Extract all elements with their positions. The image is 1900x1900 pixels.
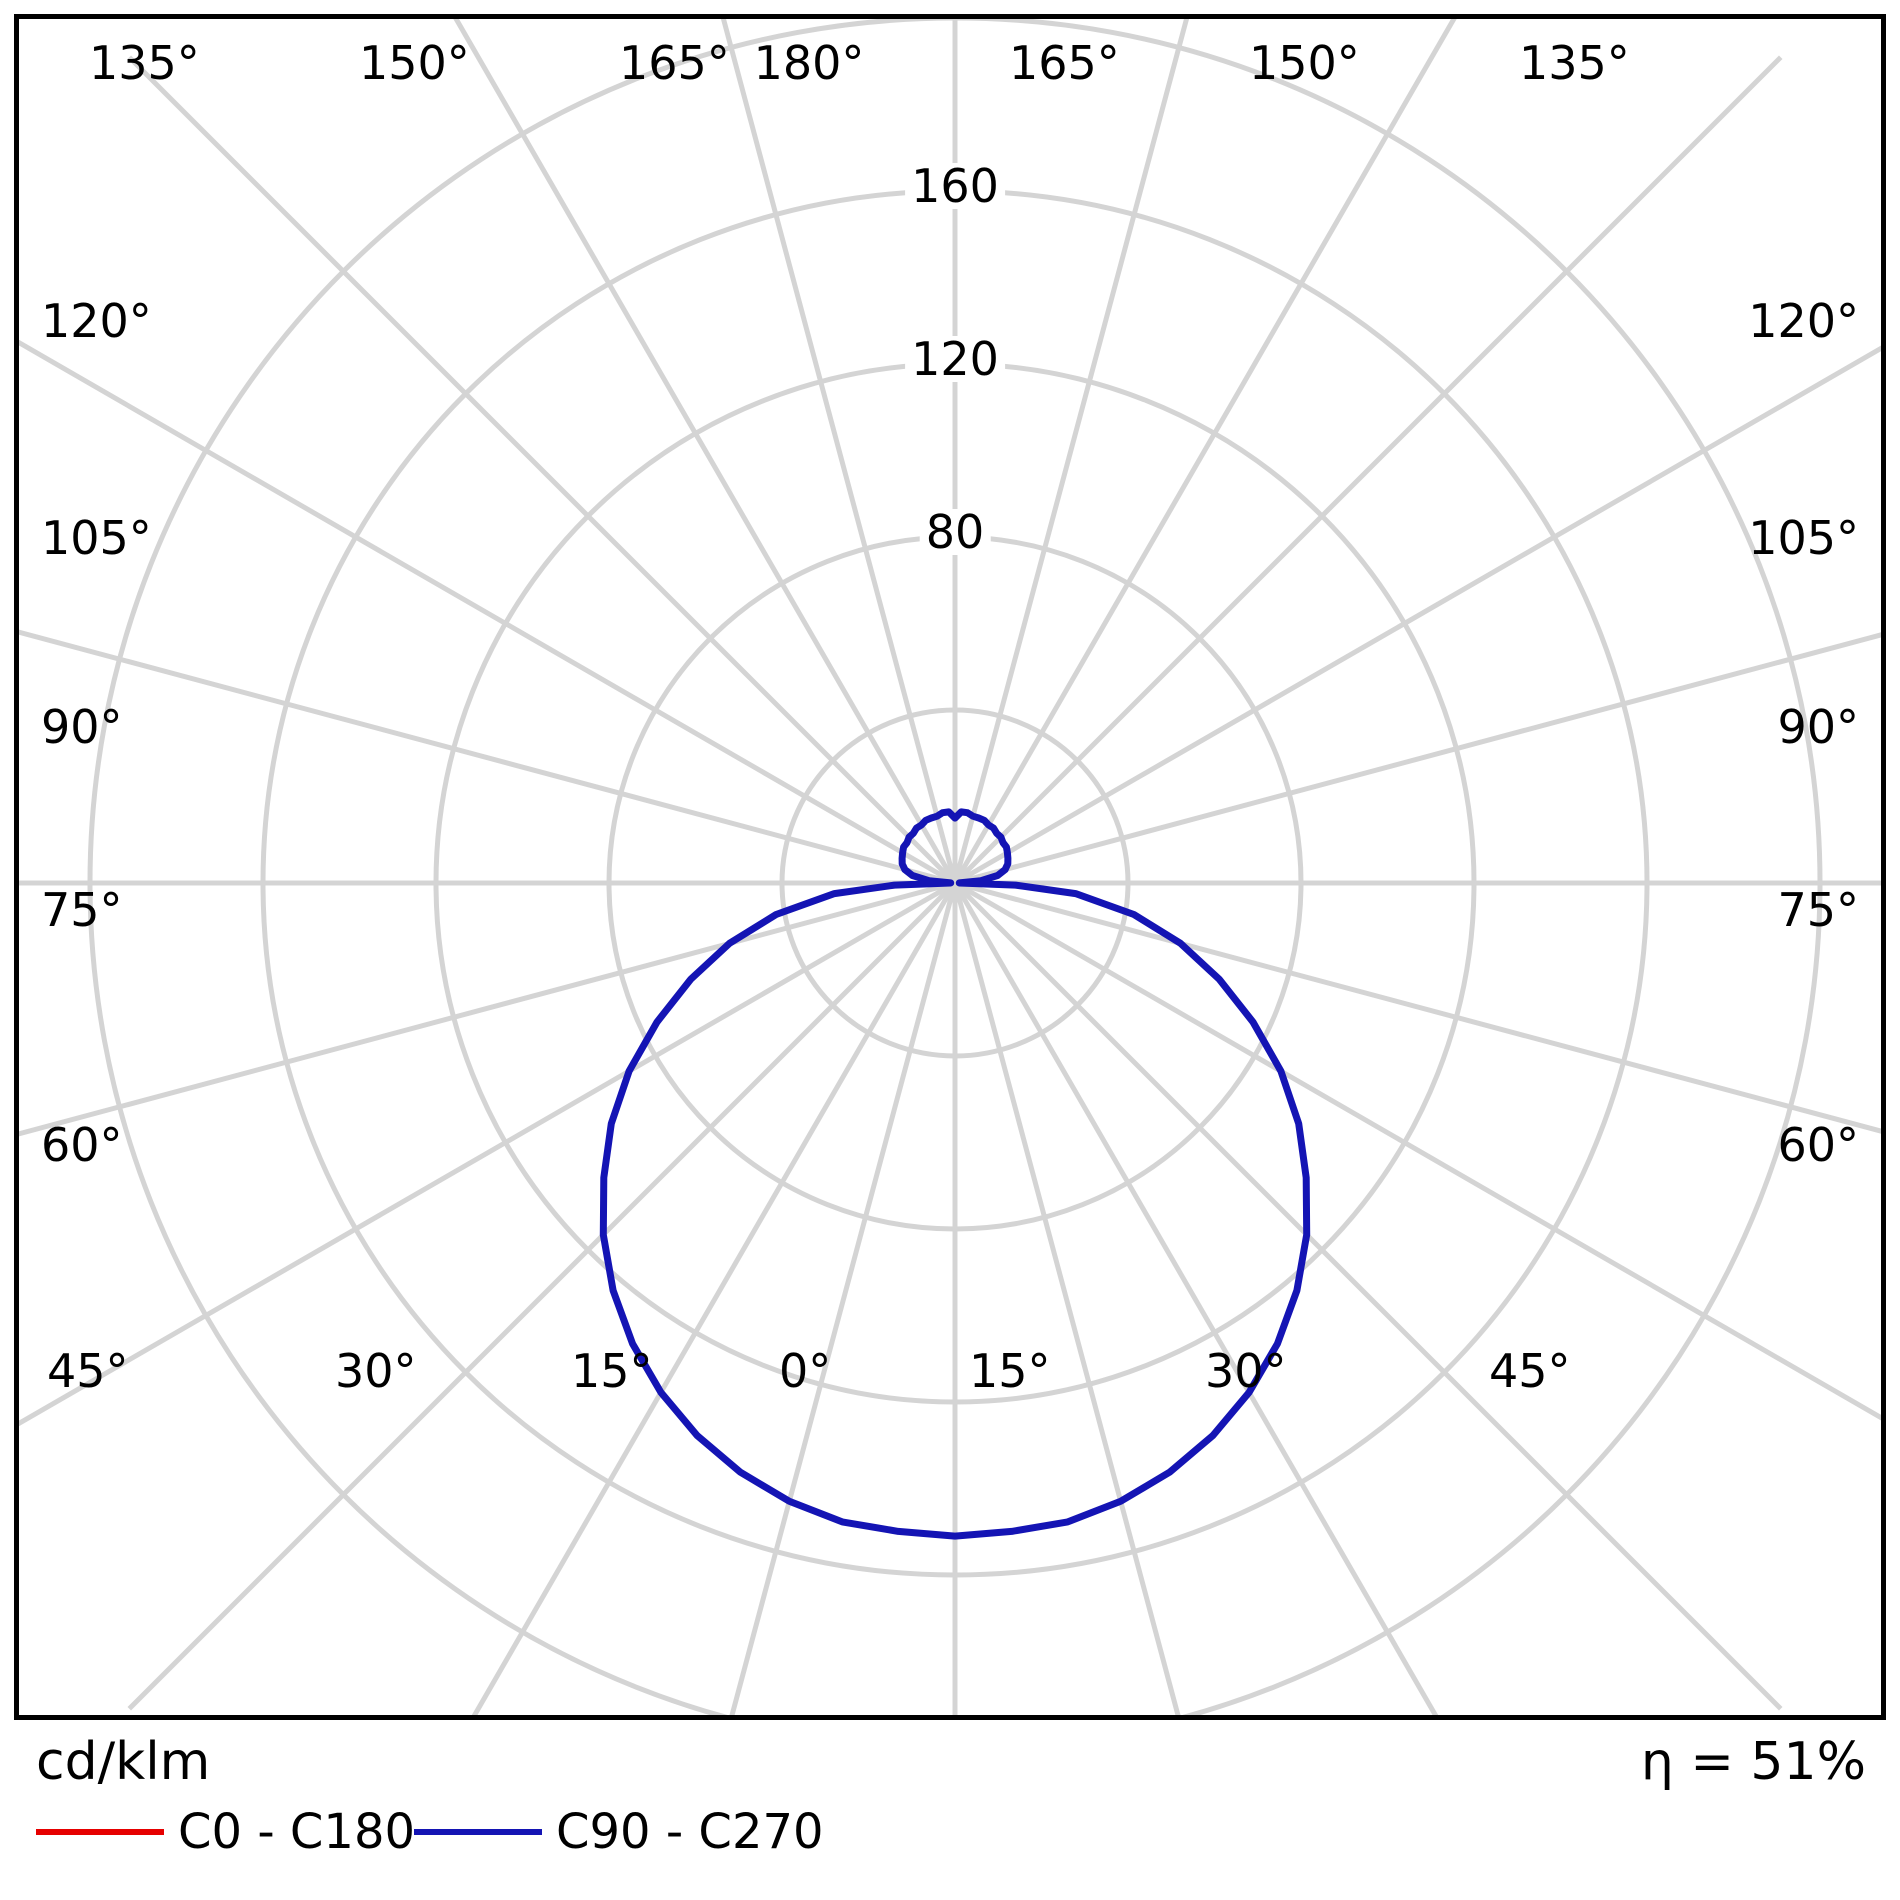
angle-label: 75° [1777,883,1859,937]
legend-item-c90-c270[interactable]: C90 - C270 [414,1808,824,1856]
angle-label: 105° [41,511,152,565]
legend-swatch-c90-c270 [414,1829,542,1835]
radial-tick-label: 120 [905,336,1005,382]
radial-tick-label: 80 [919,509,991,555]
legend-bar: cd/klm η = 51% C0 - C180 C90 - C270 [0,1726,1900,1900]
angle-label: 15° [571,1344,653,1398]
angle-label: 165° [1009,36,1120,90]
angle-label: 15° [969,1344,1051,1398]
angle-label: 90° [41,700,123,754]
efficiency-label: η = 51% [1640,1732,1866,1792]
angle-label: 45° [1489,1344,1571,1398]
legend-label-c0-c180: C0 - C180 [178,1804,416,1860]
radial-tick-label: 160 [905,163,1005,209]
angle-label: 60° [41,1118,123,1172]
angle-label: 180° [753,36,865,90]
legend-swatch-c0-c180 [36,1829,164,1835]
angle-label: 75° [41,883,123,937]
angle-label: 150° [359,36,470,90]
legend-item-c0-c180[interactable]: C0 - C180 [36,1808,415,1856]
angle-label: 120° [41,294,152,348]
angle-label: 165° [619,36,730,90]
angle-label: 105° [1748,511,1859,565]
polar-grid-and-curves [19,19,1881,1715]
angle-label: 90° [1777,700,1859,754]
angle-label: 30° [335,1344,417,1398]
polar-plot-frame: 135° 150° 165° 180° 165° 150° 135° 120° 105° 90° 7… [14,14,1886,1720]
legend-label-c90-c270: C90 - C270 [556,1804,824,1860]
angle-label: 60° [1777,1118,1859,1172]
unit-label: cd/klm [36,1732,211,1792]
angle-label: 135° [1519,36,1630,90]
angle-label: 135° [89,36,200,90]
angle-label: 30° [1205,1344,1287,1398]
angle-label: 0° [779,1344,832,1398]
curve-c90-c270 [599,808,1311,1540]
angle-label: 150° [1249,36,1360,90]
angle-label: 45° [47,1344,129,1398]
angle-label: 120° [1748,294,1859,348]
